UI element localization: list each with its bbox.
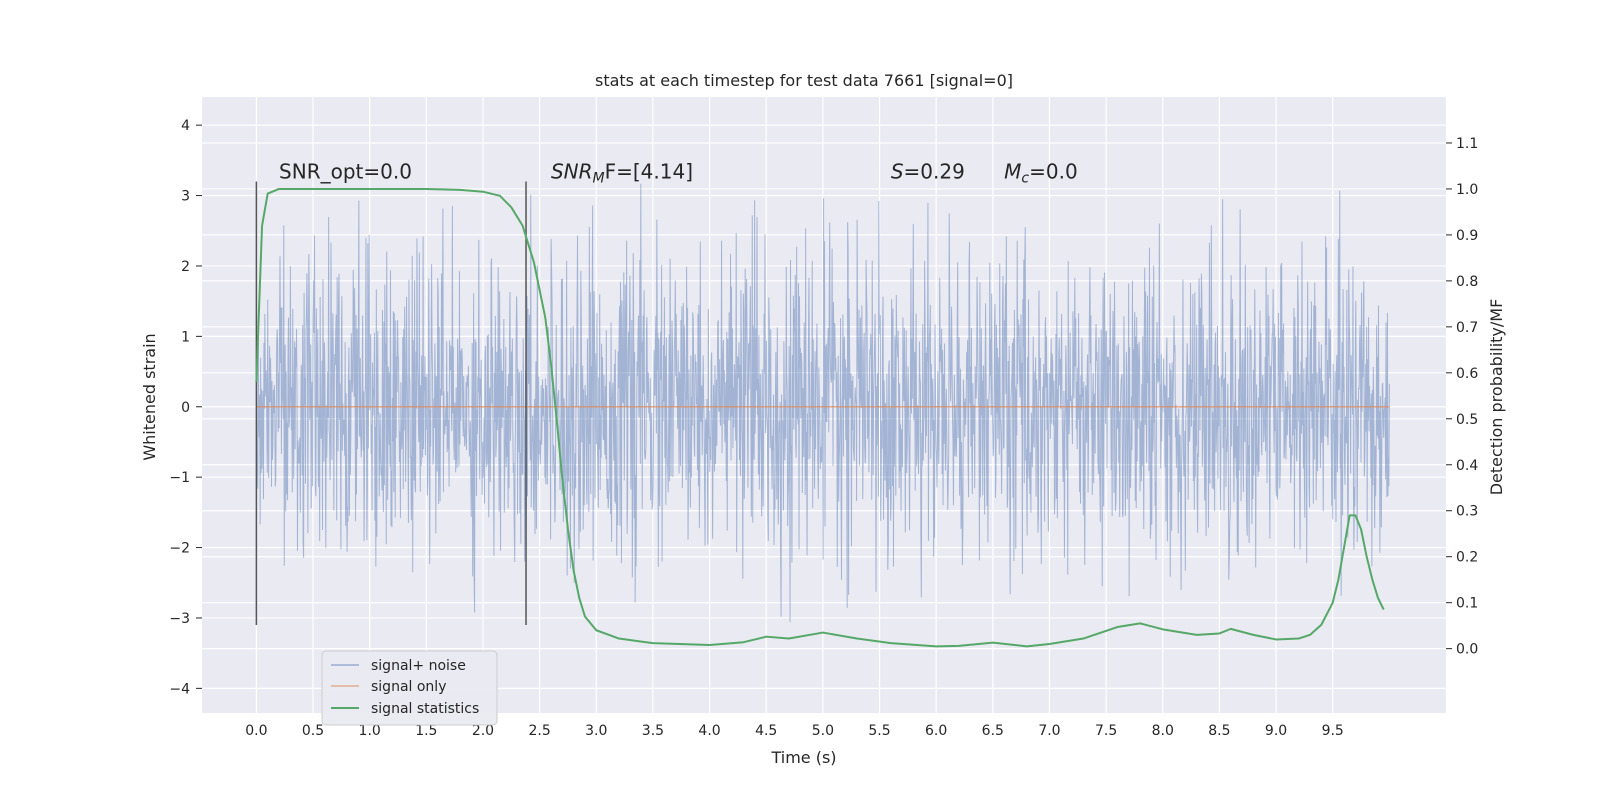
- y-tick-label: −2: [169, 541, 190, 557]
- legend-box: [321, 650, 498, 726]
- y2-tick-label: 0.6: [1456, 366, 1478, 382]
- x-tick-label: 4.5: [755, 723, 777, 739]
- y-tick-label: 4: [181, 118, 190, 134]
- y2-axis-ticks: 1.1 1.0 0.9 0.8 0.7 0.6 0.5 0.4 0.3 0.2 0.1 0.0: [1446, 136, 1478, 658]
- y-tick-label: −4: [169, 681, 190, 697]
- x-axis-label: Time (s): [770, 748, 836, 767]
- y-tick-label: −1: [169, 470, 190, 486]
- x-tick-label: 5.5: [868, 723, 890, 739]
- y2-tick-label: 1.1: [1456, 136, 1478, 152]
- annotations: SNR_opt=0.0 SNRMF=[4.14] S=0.29 Mc=0.0: [279, 159, 1078, 186]
- y2-tick-label: 0.7: [1456, 320, 1478, 336]
- y-axis-ticks: 4 3 2 1 0 −1 −2 −3 −4: [169, 118, 202, 697]
- y-tick-label: 3: [181, 189, 190, 205]
- x-tick-label: 0.0: [245, 723, 267, 739]
- x-tick-label: 1.0: [359, 723, 381, 739]
- x-tick-label: 2.0: [472, 723, 494, 739]
- y2-tick-label: 0.4: [1456, 458, 1478, 474]
- legend-label-signal-only: signal only: [371, 679, 446, 695]
- x-tick-label: 8.5: [1208, 723, 1230, 739]
- annotation-s: S=0.29: [891, 159, 965, 183]
- x-tick-label: 7.0: [1038, 723, 1060, 739]
- y2-tick-label: 0.5: [1456, 412, 1478, 428]
- y2-axis-label: Detection probability/MF: [1487, 299, 1506, 496]
- x-tick-label: 2.5: [528, 723, 550, 739]
- x-tick-label: 6.5: [982, 723, 1004, 739]
- line-series: [255, 181, 1390, 648]
- annotation-mc: Mc=0.0: [1004, 159, 1078, 186]
- y-axis-label: Whitened strain: [140, 333, 159, 460]
- y2-tick-label: 0.8: [1456, 274, 1478, 290]
- signal-statistics-line: [255, 187, 1385, 648]
- annotation-snr_mf: SNRMF=[4.14]: [551, 159, 693, 186]
- x-tick-label: 1.5: [415, 723, 437, 739]
- x-tick-label: 0.5: [302, 723, 324, 739]
- grid-lines: [202, 97, 1446, 713]
- x-tick-label: 6.0: [925, 723, 947, 739]
- y-tick-label: 2: [181, 259, 190, 275]
- x-tick-label: 7.5: [1095, 723, 1117, 739]
- x-tick-label: 9.5: [1322, 723, 1344, 739]
- y2-tick-label: 0.1: [1456, 596, 1478, 612]
- y2-tick-label: 0.3: [1456, 504, 1478, 520]
- legend-label-signal-noise: signal+ noise: [371, 658, 466, 674]
- y-tick-label: 0: [181, 400, 190, 416]
- x-tick-label: 3.0: [585, 723, 607, 739]
- signal-noise-line: [255, 183, 1390, 623]
- legend-label-signal-statistics: signal statistics: [371, 701, 479, 717]
- x-tick-label: 3.5: [642, 723, 664, 739]
- plot-area: [202, 97, 1446, 713]
- x-tick-label: 5.0: [812, 723, 834, 739]
- signal-noise-series: [255, 183, 1390, 623]
- x-axis-ticks: 0.0 0.5 1.0 1.5 2.0 2.5 3.0 3.5 4.0 4.5 5.0 5.5 6.0 6…: [245, 723, 1344, 739]
- y2-tick-label: 1.0: [1456, 182, 1478, 198]
- chart-title: stats at each timestep for test data 766…: [595, 71, 1013, 90]
- legend: signal+ noise signal only signal statist…: [321, 650, 498, 726]
- annotation-snr_opt: SNR_opt=0.0: [279, 159, 412, 183]
- y2-tick-label: 0.0: [1456, 642, 1478, 658]
- y-tick-label: −3: [169, 611, 190, 627]
- y2-tick-label: 0.2: [1456, 550, 1478, 566]
- x-tick-label: 4.0: [698, 723, 720, 739]
- y2-tick-label: 0.9: [1456, 228, 1478, 244]
- x-tick-label: 8.0: [1152, 723, 1174, 739]
- y-tick-label: 1: [181, 329, 190, 345]
- x-tick-label: 9.0: [1265, 723, 1287, 739]
